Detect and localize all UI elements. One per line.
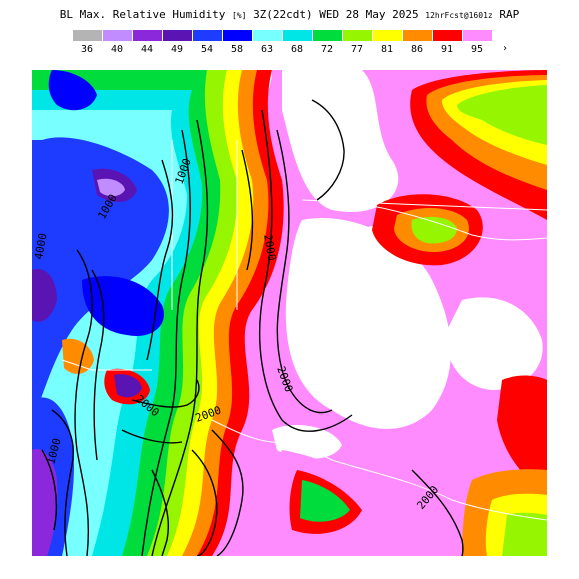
southeast-coastal-band	[242, 450, 392, 556]
legend-swatch	[73, 30, 102, 41]
color-legend: 36 40 44 49 54 58 63 68 72 77 81 86 91 9…	[73, 30, 573, 60]
contour-label: 4000	[32, 232, 49, 260]
legend-overflow-marker: ›	[502, 43, 509, 54]
map-title: BL Max. Relative Humidity [%] 3Z(22cdt) …	[0, 8, 579, 21]
model-name: RAP	[499, 8, 520, 21]
legend-label: 91	[440, 44, 454, 55]
legend-swatch	[163, 30, 192, 41]
legend-swatch	[193, 30, 222, 41]
product-name: BL Max. Relative Humidity	[59, 8, 226, 21]
height-contours	[41, 99, 464, 556]
forecast-hour: 12hrFcst@1601z	[425, 11, 493, 20]
legend-label: 63	[260, 44, 274, 55]
legend-swatch	[343, 30, 372, 41]
legend-swatch	[223, 30, 252, 41]
humidity-map: 1000 2000 2000 2000 2000 1000 1000 4000 …	[32, 70, 547, 556]
legend-swatch	[103, 30, 132, 41]
legend-label: 72	[320, 44, 334, 55]
legend-label: 95	[470, 44, 484, 55]
legend-label: 68	[290, 44, 304, 55]
legend-label: 54	[200, 44, 214, 55]
legend-swatch	[133, 30, 162, 41]
legend-label: 36	[80, 44, 94, 55]
northeast-moist-region	[372, 70, 547, 556]
legend-swatch	[283, 30, 312, 41]
legend-swatch	[313, 30, 342, 41]
legend-label: 58	[230, 44, 244, 55]
legend-swatch	[433, 30, 462, 41]
legend-swatch	[463, 30, 492, 41]
legend-swatch	[403, 30, 432, 41]
state-boundaries	[61, 140, 547, 521]
valid-time: 3Z(22cdt) WED 28 May 2025	[253, 8, 419, 21]
legend-label: 77	[350, 44, 364, 55]
legend-swatch	[253, 30, 282, 41]
legend-label: 86	[410, 44, 424, 55]
product-unit: [%]	[231, 11, 247, 20]
contour-label: 2000	[261, 233, 278, 261]
legend-label: 44	[140, 44, 154, 55]
legend-label: 49	[170, 44, 184, 55]
legend-swatch	[373, 30, 402, 41]
legend-label: 40	[110, 44, 124, 55]
legend-label: 81	[380, 44, 394, 55]
